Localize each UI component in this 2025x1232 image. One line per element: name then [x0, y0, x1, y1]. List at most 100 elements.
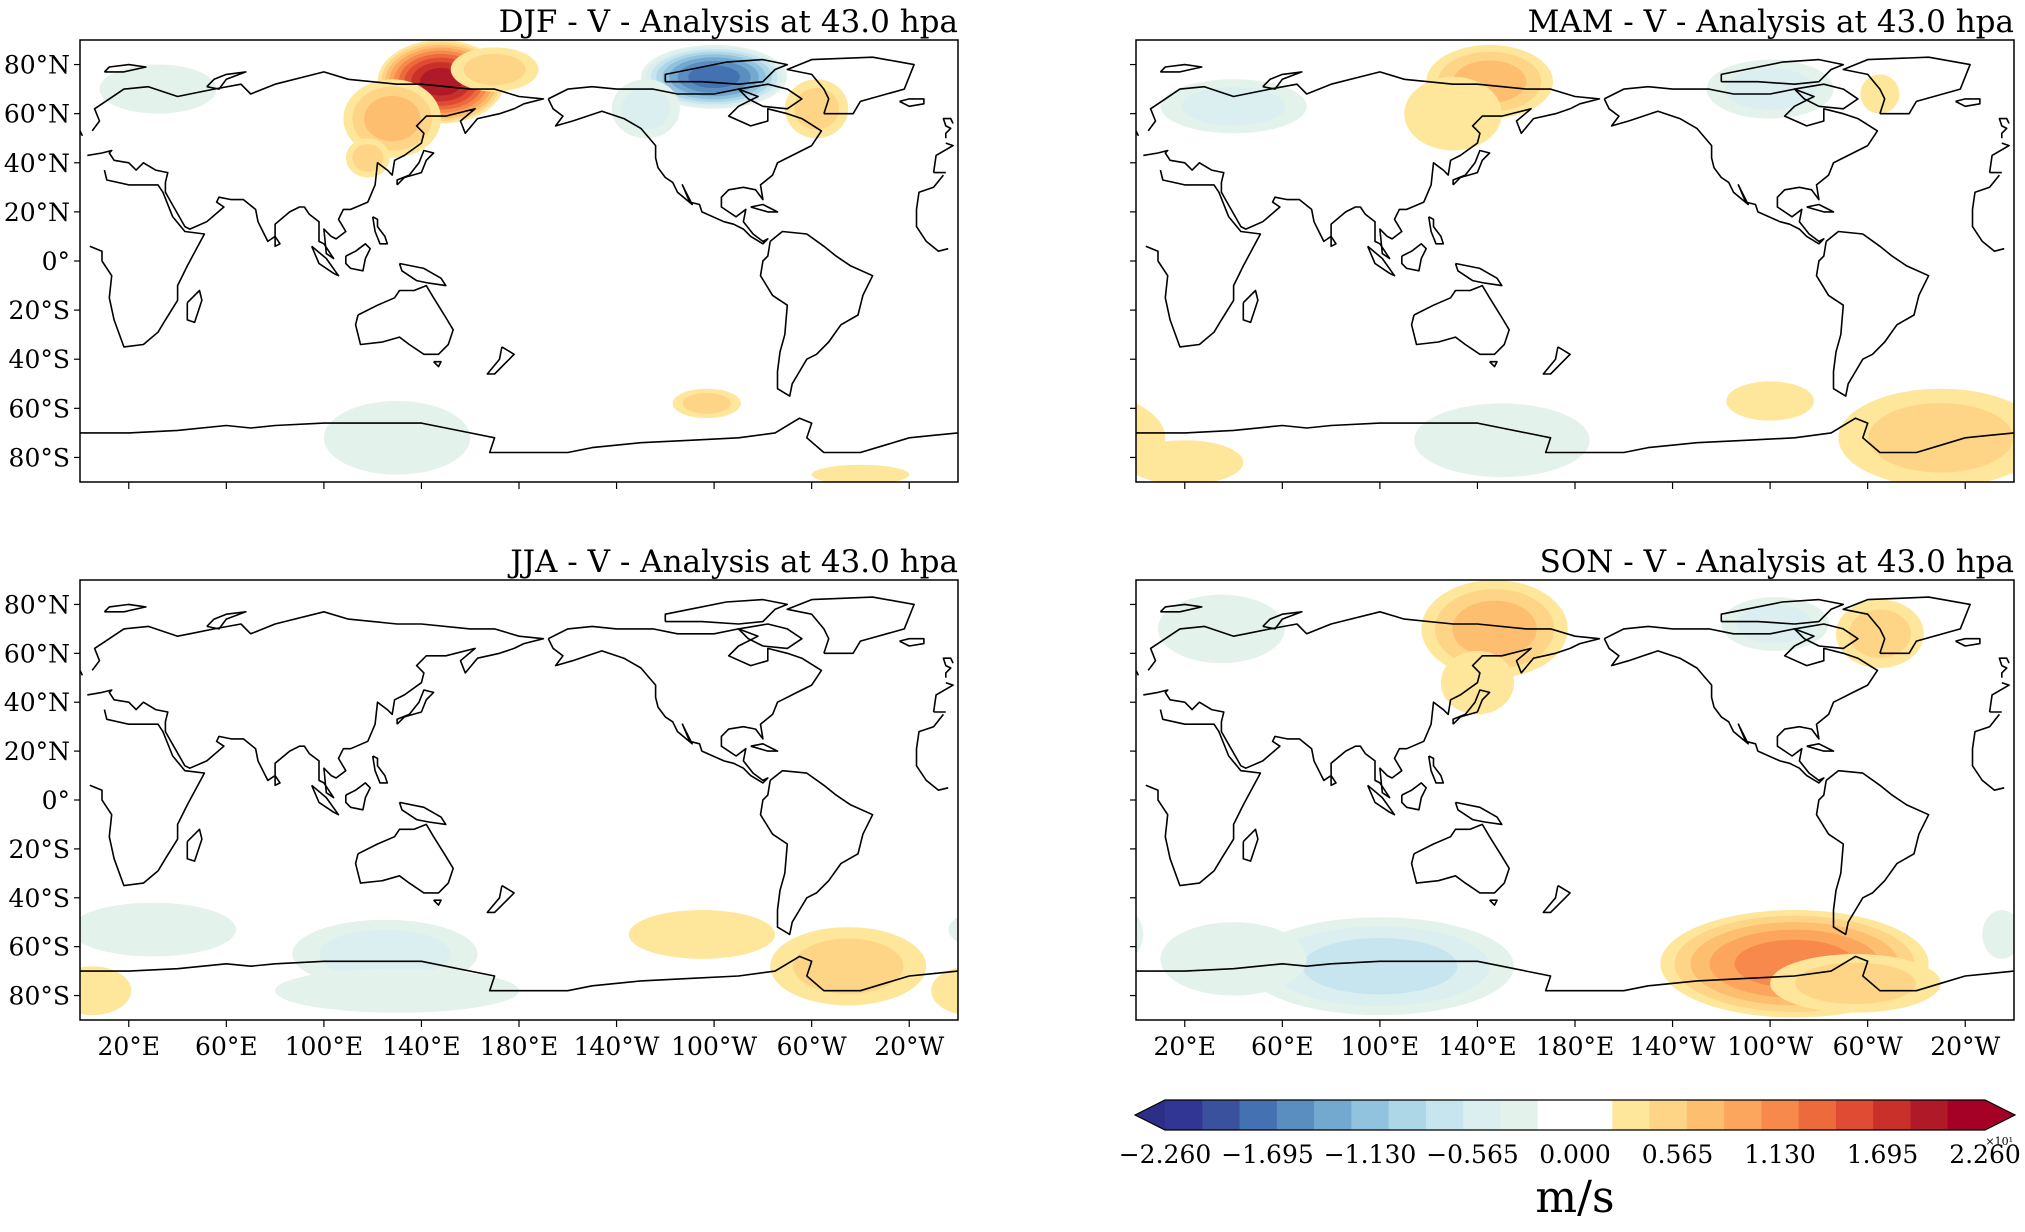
lat-tick-label: 80°N [4, 590, 70, 619]
lon-tick-label: 60°W [1833, 1032, 1903, 1061]
contour-djf-blob3-level0 [1329, 47, 1417, 91]
coastline-antarctica [2014, 956, 2025, 990]
contour-jja-blob3-level0 [628, 910, 776, 959]
lat-tick-label: 20°S [9, 296, 70, 325]
lon-tick-label: 100°E [1341, 1032, 1419, 1061]
coastline-antarctica [1136, 417, 2014, 454]
coastline-cuba [1629, 744, 1656, 751]
lon-axis-mam [1184, 482, 1966, 489]
coastline-uk [957, 670, 958, 673]
lat-tick-label: 0° [42, 786, 70, 815]
coastline-madagascar [1242, 828, 1259, 862]
coastline-samerica [1639, 771, 1751, 935]
coastline-baffin [917, 624, 980, 648]
contour-mam-blob7-level1 [1868, 403, 2014, 473]
coastline-greenland [965, 57, 1092, 113]
colorbar-segment [1612, 1100, 1651, 1130]
colorbar-tick-label: −0.565 [1426, 1140, 1519, 1169]
lon-tick-label: 20°W [1930, 1032, 2000, 1061]
lon-tick-label: 60°E [195, 1032, 258, 1061]
colorbar-tick-label: 0.000 [1539, 1140, 1611, 1169]
lat-tick-label: 20°N [4, 737, 70, 766]
contour-djf-blob3-level1 [463, 53, 526, 86]
colorbar-segment [1798, 1100, 1837, 1130]
coastline-svalbard [282, 65, 323, 72]
coastline-eurasia [965, 72, 1831, 259]
coastline-philippines [1427, 216, 1445, 245]
coastline-nz [1542, 346, 1571, 375]
contour-mam-blob3-level1 [1725, 68, 1815, 110]
coastline-svalbard [103, 603, 147, 613]
colorbar-segment [1165, 1100, 1203, 1130]
lon-tick-label: 140°W [1630, 1032, 1716, 1061]
lat-tick-label: 60°S [9, 933, 70, 962]
coastline-africa [268, 710, 1126, 886]
coastline-srilanka [453, 236, 458, 246]
lon-axis-son: 20°E 60°E 100°E 140°E 180°E 140°W 100°W 60°W 20°… [1153, 1020, 2001, 1061]
coastline-nz [665, 886, 692, 913]
lon-tick-label: 180°E [480, 1032, 558, 1061]
coastline-namerica [1603, 85, 1879, 245]
colorbar-exponent: ×10¹ [1985, 1135, 2013, 1148]
colorbar-segment [1425, 1100, 1464, 1130]
coastline-eurasia [965, 612, 1831, 798]
colorbar-extend-max [1985, 1100, 2015, 1130]
lon-tick-label: 20°W [874, 1032, 944, 1061]
contour-djf-blob7-level0 [978, 65, 1095, 114]
contour-djf-blob9-level0 [323, 400, 471, 475]
lat-tick-label: 40°N [4, 149, 70, 178]
coastline-uk [957, 130, 958, 133]
contour-mam-blob4-level0 [1860, 74, 1900, 114]
coastline-eurasia [87, 611, 954, 799]
contour-son-blob4-level1 [1848, 609, 1911, 658]
coastline-japan [1452, 689, 1491, 725]
contour-jja-blob0-level1 [319, 929, 451, 979]
coastline-africa [968, 170, 1826, 347]
coastline-srilanka [1153, 776, 1158, 786]
lat-tick-label: 60°N [4, 100, 70, 129]
contour-mam-blob4-level0 [982, 74, 1021, 113]
contour-jja-blob5-level0 [80, 966, 132, 1016]
coastline-borneo [1224, 783, 1248, 810]
lon-tick-label: 60°E [1251, 1032, 1314, 1061]
coastline-novayazemlya [206, 71, 247, 90]
coastline-eurasia [2021, 72, 2025, 259]
panel-title-son: SON - V - Analysis at 43.0 hpa [1540, 544, 2014, 580]
coastline-arcticarch [664, 58, 789, 85]
lon-tick-label: 20°E [1153, 1032, 1216, 1061]
coastline-svalbard [282, 604, 323, 611]
colorbar-tick-label: −1.130 [1324, 1140, 1417, 1169]
contour-field-son [1136, 580, 2014, 1018]
colorbar-extend-min [1135, 1100, 1165, 1130]
coastline-australia [1234, 824, 1332, 893]
coastline-cuba [1806, 743, 1835, 752]
coastline-greenland [965, 597, 1092, 653]
lon-tick-label: 100°W [671, 1032, 757, 1061]
coastline-samerica [1639, 232, 1751, 397]
coastline-namerica [547, 85, 823, 245]
coastline-baffin [737, 83, 803, 110]
coastline-eurasia [1143, 71, 2010, 260]
contour-djf-blob4-level5 [1547, 57, 1637, 96]
panel-djf: DJF - V - Analysis at 43.0 hpa 80°N 60°N 4… [4, 4, 1831, 489]
lon-tick-label: 140°W [574, 1032, 660, 1061]
coastline-borneo [345, 782, 371, 811]
coastline-newguinea [1454, 262, 1503, 287]
coastline-tasmania [433, 360, 442, 368]
coastline-newguinea [1278, 264, 1324, 286]
coastlines-son [258, 596, 2025, 992]
coastline-iceland [1955, 637, 1981, 647]
coastline-nz [486, 346, 515, 375]
contour-son-blob7-level1 [1795, 962, 1916, 1005]
coastline-philippines [1427, 755, 1445, 784]
contour-mam-blob6-level0 [1414, 403, 1590, 478]
coastline-tasmania [1489, 899, 1498, 906]
coastline-uk [258, 658, 1131, 678]
colorbar-units-label: m/s [1535, 1172, 1614, 1223]
colorbar-segment [1463, 1100, 1502, 1130]
lat-axis-mam [1130, 63, 1136, 459]
colorbar-segment [1575, 1100, 1613, 1130]
coastline-antarctica [2014, 418, 2025, 452]
lat-tick-label: 40°S [9, 345, 70, 374]
coastline-greenland [1842, 56, 1971, 115]
